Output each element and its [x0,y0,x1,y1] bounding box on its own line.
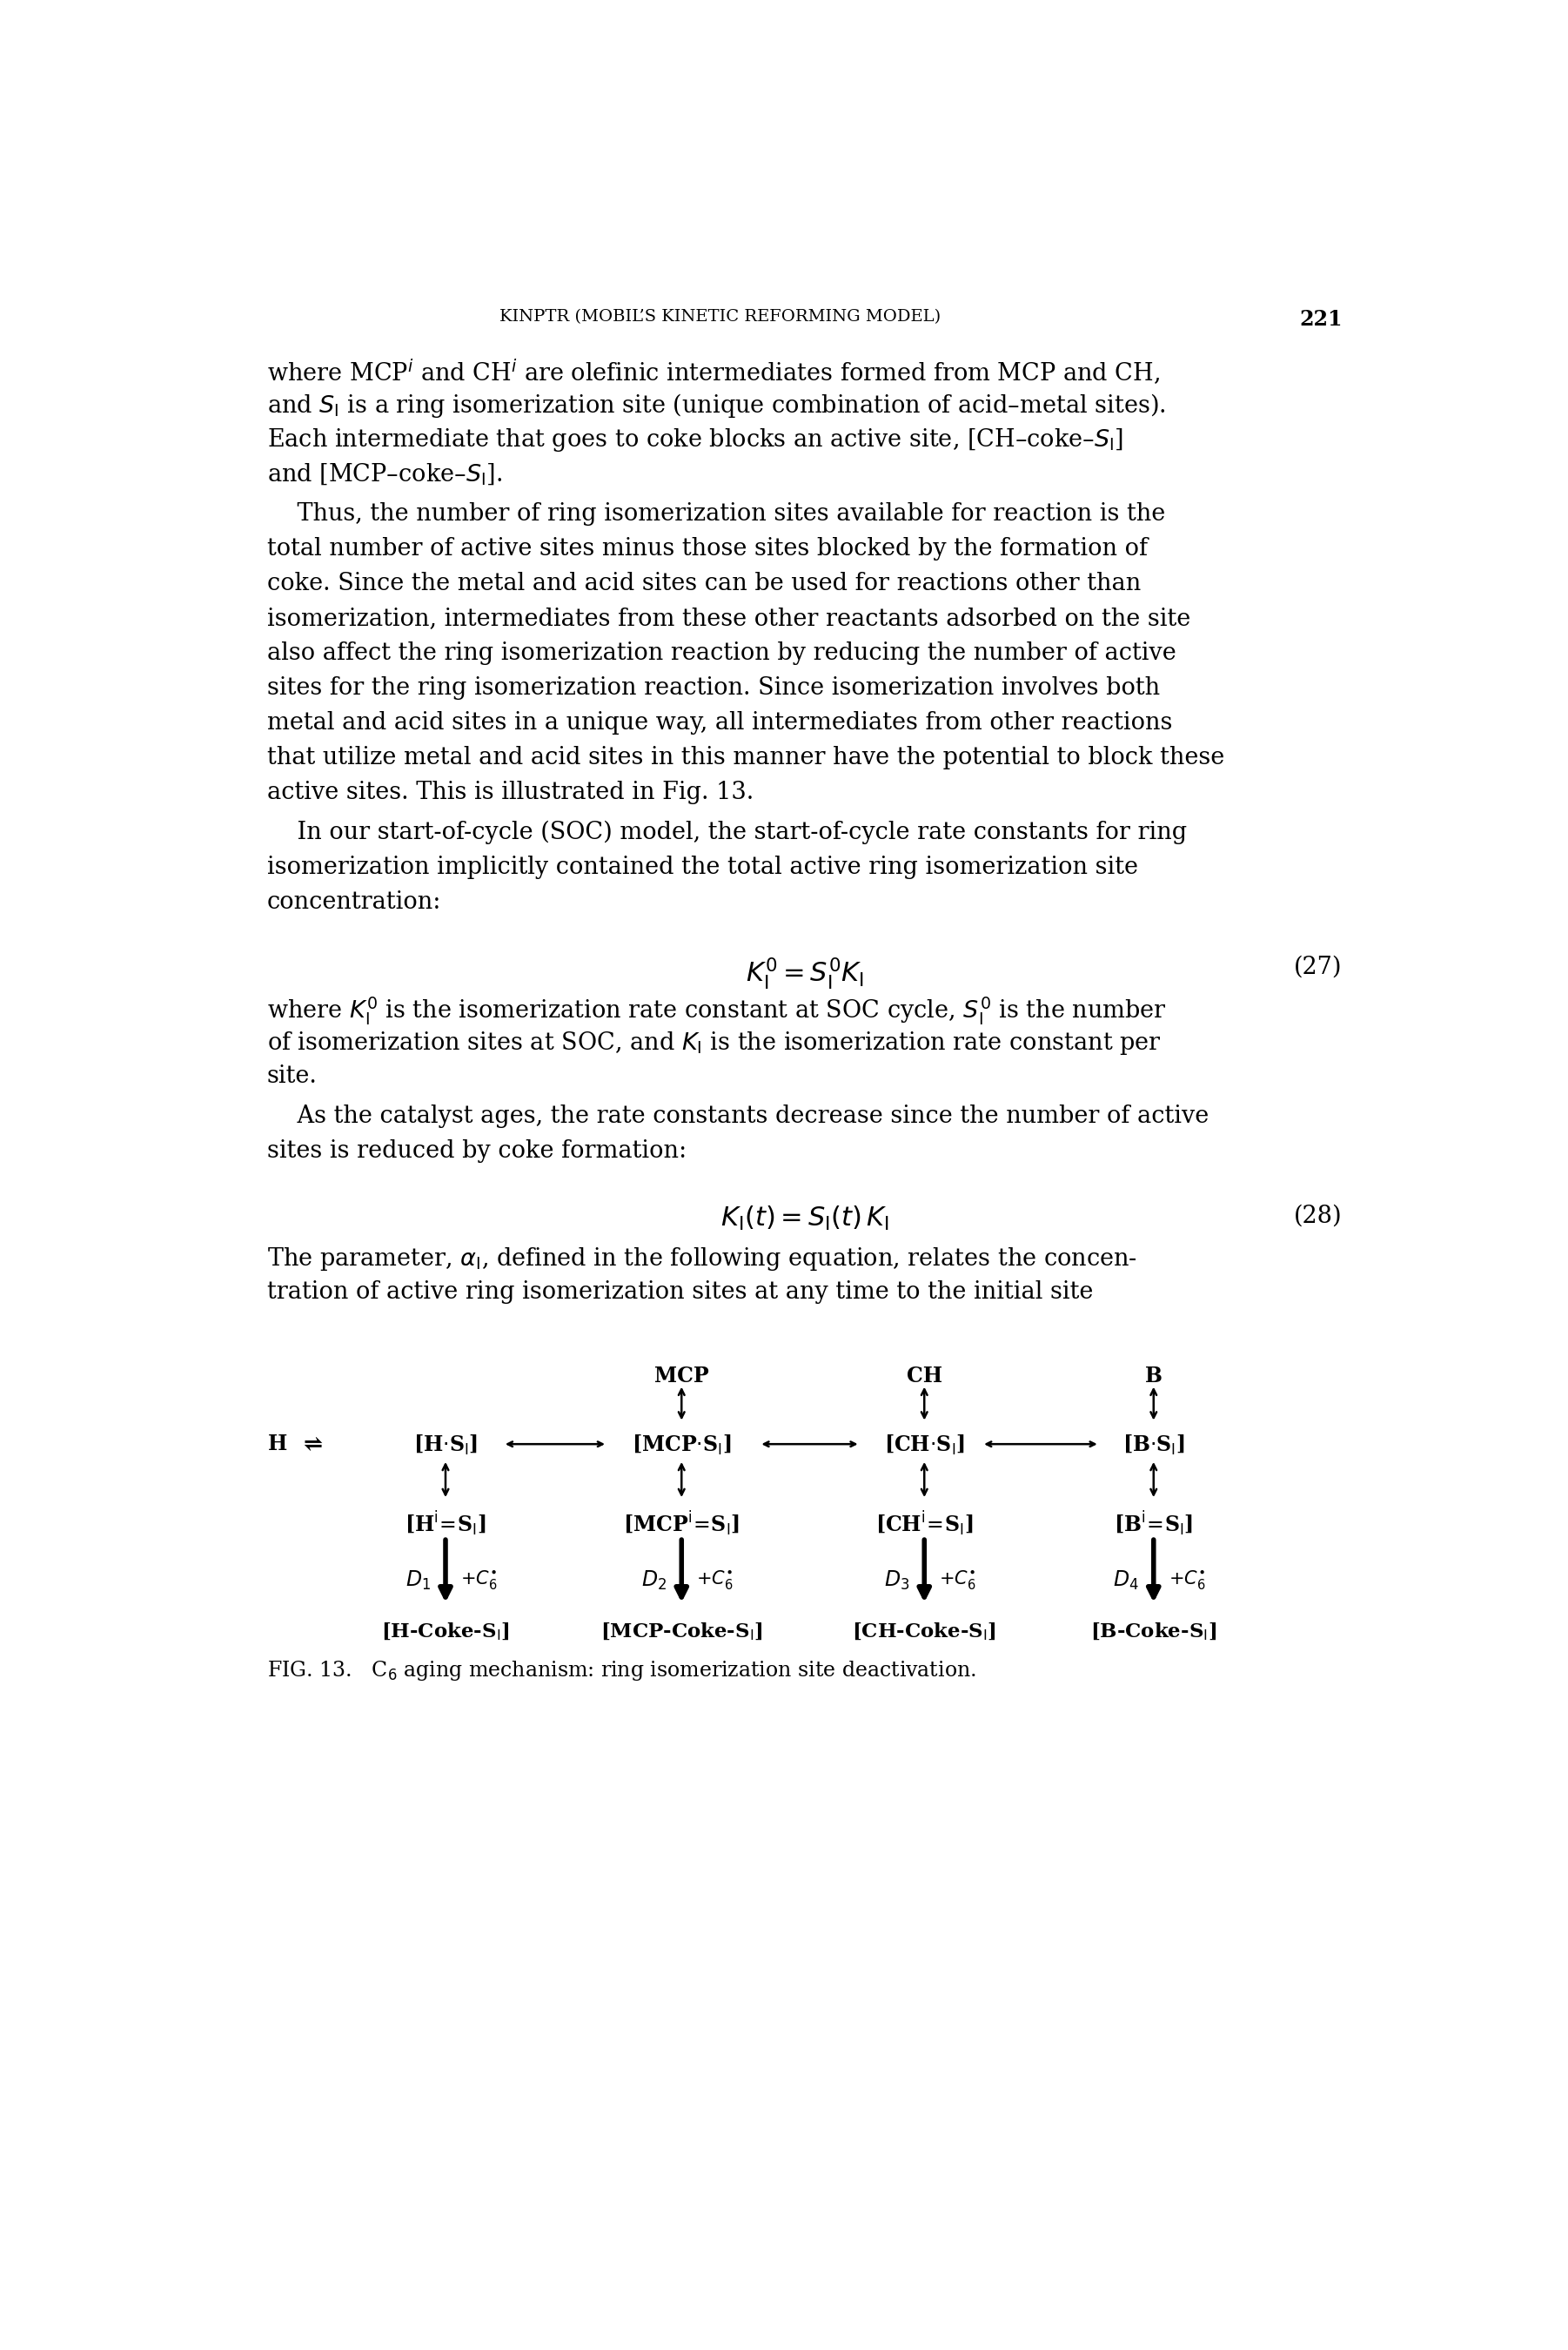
Text: site.: site. [267,1065,317,1088]
Text: [B-Coke-S$_{\rm I}$]: [B-Coke-S$_{\rm I}$] [1090,1621,1217,1643]
Text: isomerization implicitly contained the total active ring isomerization site: isomerization implicitly contained the t… [267,855,1138,879]
Text: FIG. 13.   C$_6$ aging mechanism: ring isomerization site deactivation.: FIG. 13. C$_6$ aging mechanism: ring iso… [267,1659,975,1683]
Text: [H$^{\rm i}\!=\!$S$_{\rm I}$]: [H$^{\rm i}\!=\!$S$_{\rm I}$] [405,1509,486,1537]
Text: and [MCP–coke–$S_{\rm I}$].: and [MCP–coke–$S_{\rm I}$]. [267,461,502,486]
Text: 221: 221 [1300,308,1342,329]
Text: (27): (27) [1294,956,1342,980]
Text: [H-Coke-S$_{\rm I}$]: [H-Coke-S$_{\rm I}$] [381,1621,510,1643]
Text: [B$\cdot$S$_{\rm I}$]: [B$\cdot$S$_{\rm I}$] [1123,1434,1185,1457]
Text: where MCP$^{i}$ and CH$^{i}$ are olefinic intermediates formed from MCP and CH,: where MCP$^{i}$ and CH$^{i}$ are olefini… [267,357,1160,388]
Text: [MCP-Coke-S$_{\rm I}$]: [MCP-Coke-S$_{\rm I}$] [601,1621,762,1643]
Text: $+C_6^{\bullet}$: $+C_6^{\bullet}$ [939,1570,975,1591]
Text: ⇌: ⇌ [303,1434,321,1455]
Text: where $K_{\rm I}^{0}$ is the isomerization rate constant at SOC cycle, $S_{\rm I: where $K_{\rm I}^{0}$ is the isomerizati… [267,994,1167,1025]
Text: tration of active ring isomerization sites at any time to the initial site: tration of active ring isomerization sit… [267,1281,1093,1304]
Text: $D_2$: $D_2$ [641,1570,666,1591]
Text: $+C_6^{\bullet}$: $+C_6^{\bullet}$ [461,1570,497,1591]
Text: metal and acid sites in a unique way, all intermediates from other reactions: metal and acid sites in a unique way, al… [267,712,1173,736]
Text: [MCP$^{\rm i}\!=\!$S$_{\rm I}$]: [MCP$^{\rm i}\!=\!$S$_{\rm I}$] [624,1509,740,1537]
Text: [MCP$\cdot$S$_{\rm I}$]: [MCP$\cdot$S$_{\rm I}$] [632,1434,731,1457]
Text: $D_3$: $D_3$ [884,1570,909,1591]
Text: CH: CH [906,1365,942,1386]
Text: In our start-of-cycle (SOC) model, the start-of-cycle rate constants for ring: In our start-of-cycle (SOC) model, the s… [267,820,1187,844]
Text: that utilize metal and acid sites in this manner have the potential to block the: that utilize metal and acid sites in thi… [267,745,1225,768]
Text: isomerization, intermediates from these other reactants adsorbed on the site: isomerization, intermediates from these … [267,606,1190,630]
Text: coke. Since the metal and acid sites can be used for reactions other than: coke. Since the metal and acid sites can… [267,571,1140,595]
Text: [CH$^{\rm i}\!=\!$S$_{\rm I}$]: [CH$^{\rm i}\!=\!$S$_{\rm I}$] [875,1509,974,1537]
Text: Each intermediate that goes to coke blocks an active site, [CH–coke–$S_{\rm I}$]: Each intermediate that goes to coke bloc… [267,428,1123,454]
Text: $D_4$: $D_4$ [1113,1570,1138,1591]
Text: The parameter, $\alpha_{\rm I}$, defined in the following equation, relates the : The parameter, $\alpha_{\rm I}$, defined… [267,1246,1137,1274]
Text: H: H [268,1434,287,1455]
Text: active sites. This is illustrated in Fig. 13.: active sites. This is illustrated in Fig… [267,780,754,804]
Text: [CH$\cdot$S$_{\rm I}$]: [CH$\cdot$S$_{\rm I}$] [884,1434,964,1457]
Text: B: B [1145,1365,1162,1386]
Text: and $S_{\rm I}$ is a ring isomerization site (unique combination of acid–metal s: and $S_{\rm I}$ is a ring isomerization … [267,392,1165,421]
Text: [B$^{\rm i}\!=\!$S$_{\rm I}$]: [B$^{\rm i}\!=\!$S$_{\rm I}$] [1113,1509,1193,1537]
Text: $K_{\rm I}^{0} = S_{\rm I}^{0} K_{\rm I}$: $K_{\rm I}^{0} = S_{\rm I}^{0} K_{\rm I}… [745,956,864,992]
Text: $+C_6^{\bullet}$: $+C_6^{\bullet}$ [696,1570,734,1591]
Text: of isomerization sites at SOC, and $K_{\rm I}$ is the isomerization rate constan: of isomerization sites at SOC, and $K_{\… [267,1029,1162,1055]
Text: Thus, the number of ring isomerization sites available for reaction is the: Thus, the number of ring isomerization s… [267,503,1165,526]
Text: [H$\cdot$S$_{\rm I}$]: [H$\cdot$S$_{\rm I}$] [414,1434,478,1457]
Text: (28): (28) [1294,1203,1342,1227]
Text: MCP: MCP [654,1365,709,1386]
Text: KINPTR (MOBIL’S KINETIC REFORMING MODEL): KINPTR (MOBIL’S KINETIC REFORMING MODEL) [500,308,941,324]
Text: concentration:: concentration: [267,891,441,914]
Text: As the catalyst ages, the rate constants decrease since the number of active: As the catalyst ages, the rate constants… [267,1104,1209,1128]
Text: sites for the ring isomerization reaction. Since isomerization involves both: sites for the ring isomerization reactio… [267,677,1160,700]
Text: $D_1$: $D_1$ [406,1570,431,1591]
Text: total number of active sites minus those sites blocked by the formation of: total number of active sites minus those… [267,536,1148,559]
Text: sites is reduced by coke formation:: sites is reduced by coke formation: [267,1140,687,1163]
Text: $+C_6^{\bullet}$: $+C_6^{\bullet}$ [1168,1570,1206,1591]
Text: also affect the ring isomerization reaction by reducing the number of active: also affect the ring isomerization react… [267,642,1176,665]
Text: [CH-Coke-S$_{\rm I}$]: [CH-Coke-S$_{\rm I}$] [853,1621,996,1643]
Text: $K_{\rm I}(t) = S_{\rm I}(t)\,K_{\rm I}$: $K_{\rm I}(t) = S_{\rm I}(t)\,K_{\rm I}$ [720,1203,889,1231]
